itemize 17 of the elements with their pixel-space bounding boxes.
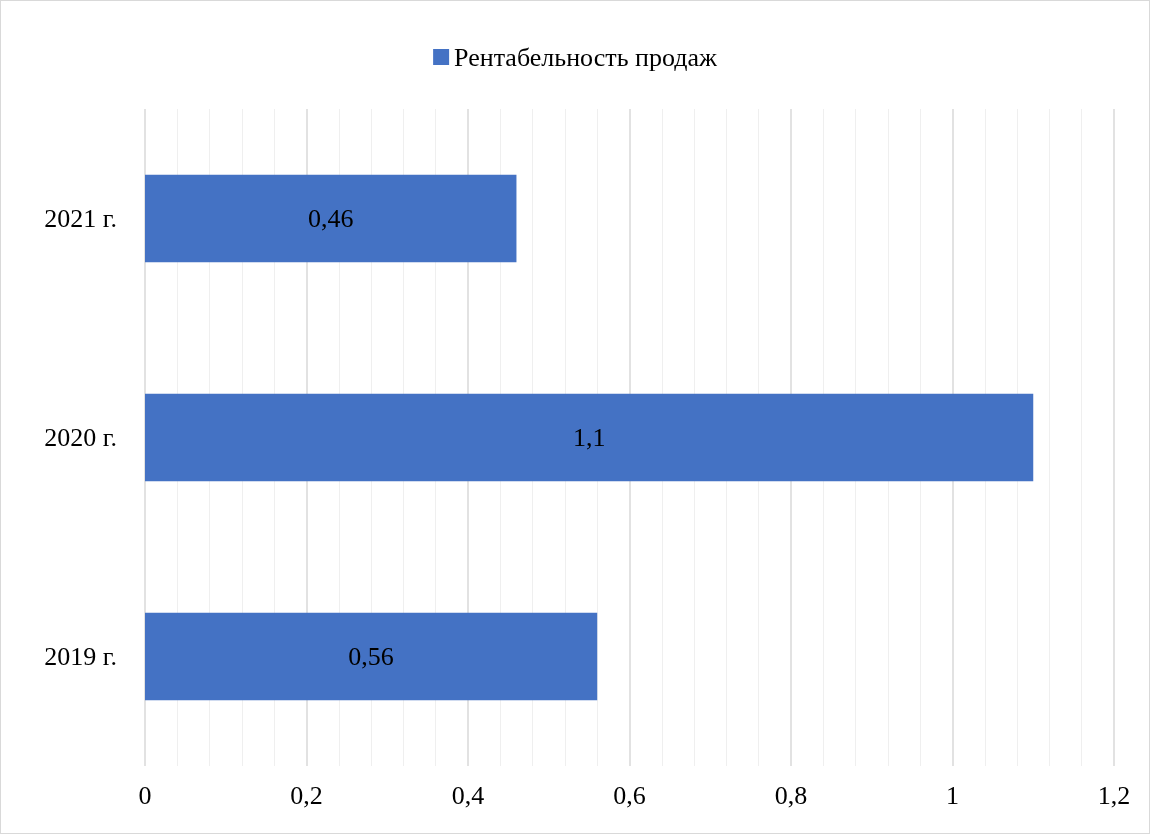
y-tick-label: 2019 г.: [44, 642, 117, 671]
bar: [145, 174, 517, 263]
bar: [145, 393, 1034, 482]
y-tick-label: 2021 г.: [44, 204, 117, 233]
data-label: 0,46: [307, 204, 354, 233]
x-tick-label: 0,2: [290, 780, 323, 810]
data-label: 1,1: [572, 423, 606, 452]
data-label: 0,56: [348, 642, 394, 671]
x-tick-label: 0: [138, 780, 152, 810]
bar: [145, 612, 598, 701]
x-tick-label: 1: [946, 780, 959, 810]
legend-label: Рентабельность продаж: [454, 42, 718, 72]
y-tick-label: 2020 г.: [44, 423, 117, 452]
x-tick-label: 0,8: [774, 780, 808, 810]
x-tick-label: 0,6: [613, 780, 646, 810]
x-tick-label: 0,4: [451, 780, 485, 810]
x-tick-label: 1,2: [1097, 780, 1131, 810]
